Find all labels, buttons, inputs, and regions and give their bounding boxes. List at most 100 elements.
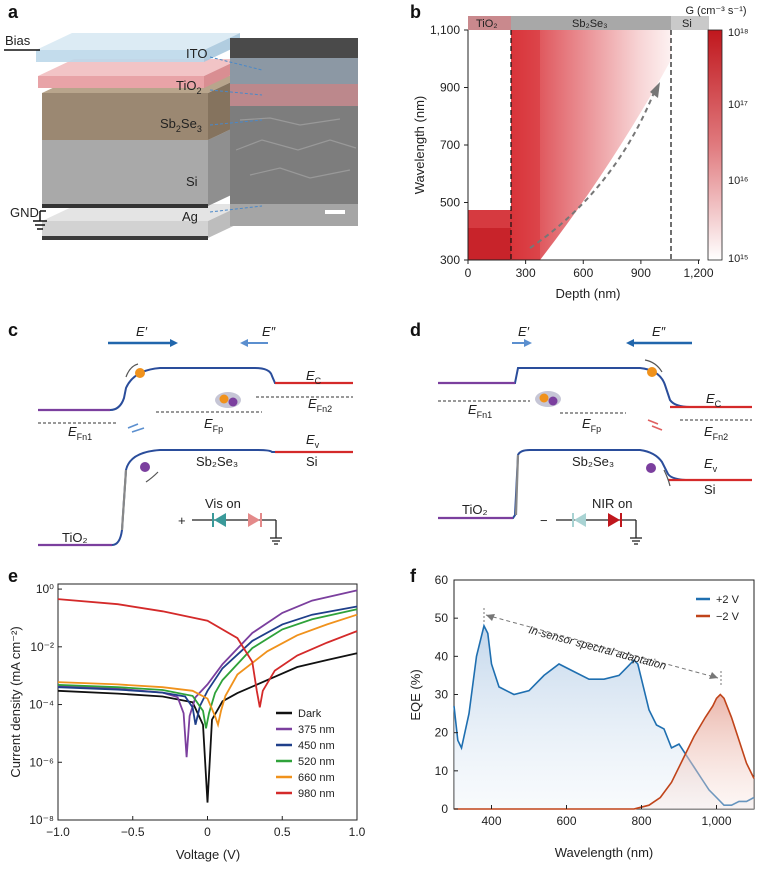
efn2-sub-c: Fn2 [317, 404, 333, 414]
diode-circuit-c: + [178, 513, 282, 545]
ito-label: ITO [186, 46, 207, 61]
panel-letter-e: e [8, 566, 18, 586]
sb2se3-label-a: Sb2Se3 [160, 116, 202, 134]
heatmap-ytick-label: 900 [440, 81, 460, 95]
panel-a: a [4, 2, 358, 240]
region-label-sb2se3: Sb₂Se₃ [572, 18, 608, 30]
jv-series-0 [57, 652, 358, 803]
field-label-e2-d: E″ [652, 324, 666, 339]
plot-e-ytick-label: 10⁰ [36, 582, 54, 596]
colorbar [707, 29, 723, 261]
efp-label-d: EFp [582, 416, 601, 434]
plot-f-xtick-label: 1,000 [701, 814, 731, 828]
vis-on-label: Vis on [205, 496, 241, 511]
panel-letter-c: c [8, 320, 18, 340]
colorbar-tick-4: 10¹⁵ [728, 253, 748, 265]
heatmap-xtick-label: 600 [573, 266, 593, 280]
plot-f-ytick-label: 10 [435, 764, 449, 778]
efn1-sub-d: Fn1 [477, 410, 493, 420]
efn2-label-c: EFn2 [308, 396, 332, 414]
si-label-c: Si [306, 454, 318, 469]
heatmap-xtick-label: 1,200 [683, 266, 713, 280]
plot-e-series [57, 589, 358, 803]
ec-label-d: EC [706, 391, 722, 409]
se-part: Se [181, 116, 197, 131]
plot-f-ticks: 400 600 800 1,000 0 10 20 30 40 50 60 [435, 573, 732, 828]
heatmap-ytick-label: 700 [440, 138, 460, 152]
hole-d [646, 463, 656, 473]
efn1-main-c: E [68, 424, 77, 439]
ag-layer [42, 204, 244, 240]
heatmap-sb2se3-region [511, 30, 671, 260]
panel-letter-b: b [410, 2, 421, 22]
leader-lines [209, 56, 263, 213]
ev-label-c: Ev [306, 432, 320, 450]
plot-f-xtick-label: 400 [481, 814, 501, 828]
legend-label-e: Dark [298, 708, 322, 720]
efp-main-c: E [204, 416, 213, 431]
panel-d: d E′ E″ EC EFn2 EFn1 EFp Ev Sb₂Se [410, 320, 752, 545]
panel-b: b [410, 2, 749, 301]
plot-f-series [453, 623, 755, 810]
plot-e-xtick-label: −0.5 [121, 825, 145, 839]
heatmap-ytick-label: 300 [440, 253, 460, 267]
electron-c [135, 368, 145, 378]
adaptation-annotation: In-sensor spectral adaptation [527, 624, 667, 672]
bias-plus: + [178, 513, 186, 528]
scale-bar [325, 210, 345, 214]
legend-label-e: 375 nm [298, 724, 335, 736]
panel-e: e −1.0 −0.5 0 0.5 1.0 10⁰ 10⁻² 10⁻⁴ 10⁻⁶ 10⁻⁸ Dar… [8, 566, 366, 862]
valence-band-d [438, 449, 752, 519]
eqe-area-0 [454, 625, 754, 809]
efp-sub-d: Fp [591, 424, 602, 434]
light-ray-d [647, 419, 663, 431]
light-ray-c [127, 423, 145, 433]
colorbar-tick-3: 10¹⁶ [728, 175, 748, 187]
adaptation-arrow [485, 614, 719, 679]
heatmap-x-ticks: 0 300 600 900 1,200 [465, 260, 714, 280]
sb-part: Sb [160, 116, 176, 131]
tio2-label-a-main: TiO [176, 78, 196, 93]
tio2-layer [38, 59, 240, 88]
plot-e-ticks: −1.0 −0.5 0 0.5 1.0 10⁰ 10⁻² 10⁻⁴ 10⁻⁶ 10⁻⁸ [29, 582, 366, 839]
panel-letter-d: d [410, 320, 421, 340]
diode-nir-on [608, 513, 620, 527]
electron-d [647, 367, 657, 377]
hole-c [140, 462, 150, 472]
jv-series-3 [57, 608, 358, 729]
plot-f-ytick-label: 20 [435, 726, 449, 740]
sem-image [230, 38, 358, 226]
heatmap-ytick-label: 500 [440, 196, 460, 210]
heatmap-ytick-label: 1,100 [430, 23, 460, 37]
heatmap-sb2se3-edge [511, 30, 540, 260]
tio2-label-c: TiO₂ [62, 530, 88, 545]
plot-f-xtick-label: 600 [556, 814, 576, 828]
ev-label-d: Ev [704, 456, 718, 474]
plot-e-ylabel: Current density (mA cm⁻²) [8, 626, 23, 777]
bias-wire: Bias [4, 33, 40, 51]
eqe-area-1 [454, 694, 754, 809]
heatmap-xlabel: Depth (nm) [555, 286, 620, 301]
valence-band-c [38, 449, 353, 546]
gnd-label: GND [10, 205, 39, 220]
se-sub: 3 [197, 124, 202, 134]
ev-main-c: E [306, 432, 315, 447]
ev-sub-d: v [713, 464, 718, 474]
si-label-d: Si [704, 482, 716, 497]
tio2-label-a: TiO2 [176, 78, 201, 96]
field-label-e1: E′ [136, 324, 148, 339]
efn2-sub-d: Fn2 [713, 432, 729, 442]
legend-label-f: −2 V [716, 611, 740, 623]
efn2-main-d: E [704, 424, 713, 439]
nir-on-label: NIR on [592, 496, 632, 511]
si-label-a: Si [186, 174, 198, 189]
heatmap-xtick-label: 900 [631, 266, 651, 280]
sb2se3-label-c: Sb₂Se₃ [196, 454, 238, 469]
legend-label-e: 450 nm [298, 740, 335, 752]
efn2-main-c: E [308, 396, 317, 411]
ec-sub-c: C [315, 376, 322, 386]
diode-circuit-d: − [540, 513, 642, 545]
plot-e-ytick-label: 10⁻⁶ [29, 755, 54, 769]
ag-label: Ag [182, 209, 198, 224]
